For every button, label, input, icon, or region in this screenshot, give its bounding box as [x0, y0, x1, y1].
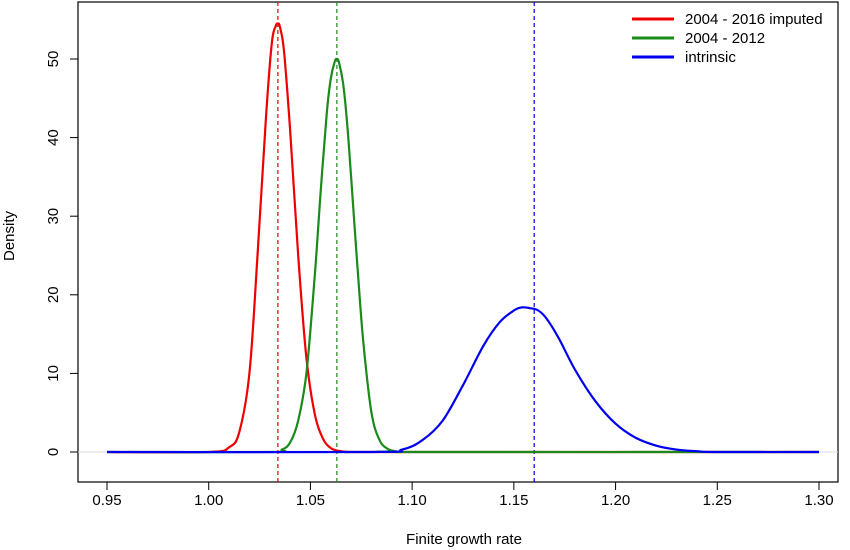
x-tick-label: 1.25	[703, 492, 732, 509]
x-tick-label: 1.00	[194, 492, 223, 509]
series-line-2004-2012	[106, 57, 820, 454]
legend: 2004 - 2016 imputed 2004 - 2012 intrinsic	[632, 11, 823, 66]
legend-label: 2004 - 2012	[685, 30, 765, 47]
y-tick-label: 40	[45, 129, 62, 146]
x-axis-title: Finite growth rate	[406, 531, 522, 548]
legend-label: 2004 - 2016 imputed	[685, 11, 823, 28]
x-tick-label: 1.30	[804, 492, 833, 509]
y-tick-label: 30	[45, 208, 62, 225]
y-tick-label: 0	[45, 448, 62, 456]
x-tick-label: 0.95	[92, 492, 121, 509]
x-tick-label: 1.10	[398, 492, 427, 509]
series-line-intrinsic	[106, 306, 820, 454]
plot-frame	[77, 1, 839, 483]
y-tick-label: 50	[45, 51, 62, 68]
series-line-2004-2016-imputed	[106, 22, 819, 454]
y-axis-title: Density	[1, 210, 18, 261]
y-tick-label: 10	[45, 365, 62, 382]
x-tick-label: 1.05	[296, 492, 325, 509]
y-tick-label: 20	[45, 286, 62, 303]
legend-label: intrinsic	[685, 49, 736, 66]
x-tick-label: 1.15	[499, 492, 528, 509]
x-tick-label: 1.20	[601, 492, 630, 509]
